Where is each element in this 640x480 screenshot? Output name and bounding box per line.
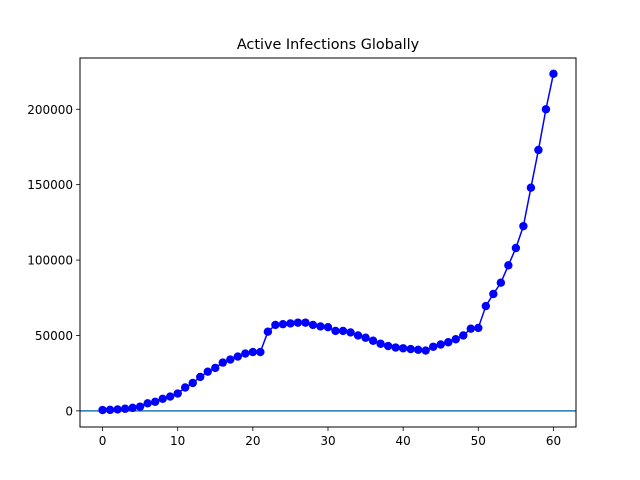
data-point bbox=[135, 402, 145, 411]
data-point bbox=[165, 392, 175, 401]
x-tick-label: 10 bbox=[170, 434, 185, 448]
data-point bbox=[346, 328, 355, 337]
data-point bbox=[413, 345, 423, 354]
x-axis-ticks: 0 10 20 30 40 50 60 bbox=[99, 427, 561, 448]
data-point bbox=[353, 331, 363, 340]
data-point bbox=[218, 358, 227, 367]
data-point bbox=[489, 289, 498, 299]
data-point bbox=[278, 319, 288, 329]
data-point bbox=[451, 335, 460, 344]
chart-title: Active Infections Globally bbox=[237, 37, 420, 53]
y-tick-label: 50000 bbox=[35, 329, 73, 343]
data-point bbox=[173, 389, 182, 398]
data-point bbox=[383, 341, 393, 351]
data-point bbox=[211, 363, 220, 373]
x-tick-label: 50 bbox=[471, 434, 486, 448]
data-point bbox=[361, 333, 370, 342]
data-point bbox=[293, 318, 303, 327]
data-point bbox=[526, 183, 536, 192]
data-point bbox=[256, 347, 265, 357]
data-point bbox=[323, 322, 333, 332]
data-point bbox=[196, 372, 205, 382]
data-point bbox=[233, 352, 243, 361]
data-point bbox=[301, 318, 310, 327]
x-tick-label: 40 bbox=[396, 434, 411, 448]
data-point bbox=[120, 404, 130, 413]
data-point bbox=[286, 319, 295, 328]
data-point bbox=[421, 346, 430, 355]
data-point bbox=[429, 342, 438, 351]
data-point bbox=[188, 378, 197, 388]
data-point bbox=[113, 405, 122, 414]
data-point bbox=[338, 326, 348, 336]
data-point bbox=[466, 324, 475, 333]
data-point bbox=[181, 383, 190, 392]
data-point bbox=[248, 347, 258, 357]
data-point bbox=[263, 327, 273, 336]
data-point bbox=[271, 320, 280, 330]
y-tick-label: 0 bbox=[65, 404, 73, 418]
data-point bbox=[98, 405, 107, 415]
x-tick-label: 0 bbox=[99, 434, 107, 448]
data-point bbox=[444, 338, 453, 347]
data-point bbox=[241, 349, 250, 358]
data-point bbox=[511, 243, 521, 253]
data-point bbox=[549, 69, 558, 79]
data-point bbox=[376, 339, 385, 348]
plot-frame bbox=[79, 57, 577, 428]
data-point bbox=[128, 403, 137, 413]
data-point bbox=[105, 405, 115, 415]
data-point bbox=[474, 323, 483, 333]
data-point bbox=[519, 221, 528, 231]
x-tick-label: 60 bbox=[546, 434, 561, 448]
data-point bbox=[504, 261, 513, 270]
data-point bbox=[436, 340, 445, 349]
x-tick-label: 20 bbox=[245, 434, 260, 448]
y-tick-label: 100000 bbox=[27, 254, 73, 268]
data-point bbox=[534, 145, 543, 155]
y-tick-label: 200000 bbox=[27, 103, 73, 117]
data-point bbox=[308, 320, 318, 330]
data-point bbox=[368, 336, 378, 345]
data-point bbox=[150, 397, 160, 407]
data-point bbox=[481, 301, 491, 311]
data-point bbox=[226, 355, 235, 364]
data-point bbox=[459, 331, 468, 340]
data-point bbox=[143, 399, 152, 408]
data-point bbox=[158, 394, 167, 403]
data-point bbox=[203, 367, 212, 376]
y-tick-label: 150000 bbox=[27, 178, 73, 192]
data-point bbox=[316, 322, 325, 331]
data-point bbox=[541, 105, 551, 114]
data-point bbox=[331, 326, 340, 336]
data-point bbox=[398, 344, 408, 353]
x-tick-label: 30 bbox=[320, 434, 335, 448]
plot-area bbox=[80, 69, 576, 415]
y-axis-ticks: 0 50000 100000 150000 200000 bbox=[27, 103, 80, 418]
data-point bbox=[391, 343, 400, 352]
data-point bbox=[496, 278, 506, 287]
data-point bbox=[406, 344, 415, 354]
